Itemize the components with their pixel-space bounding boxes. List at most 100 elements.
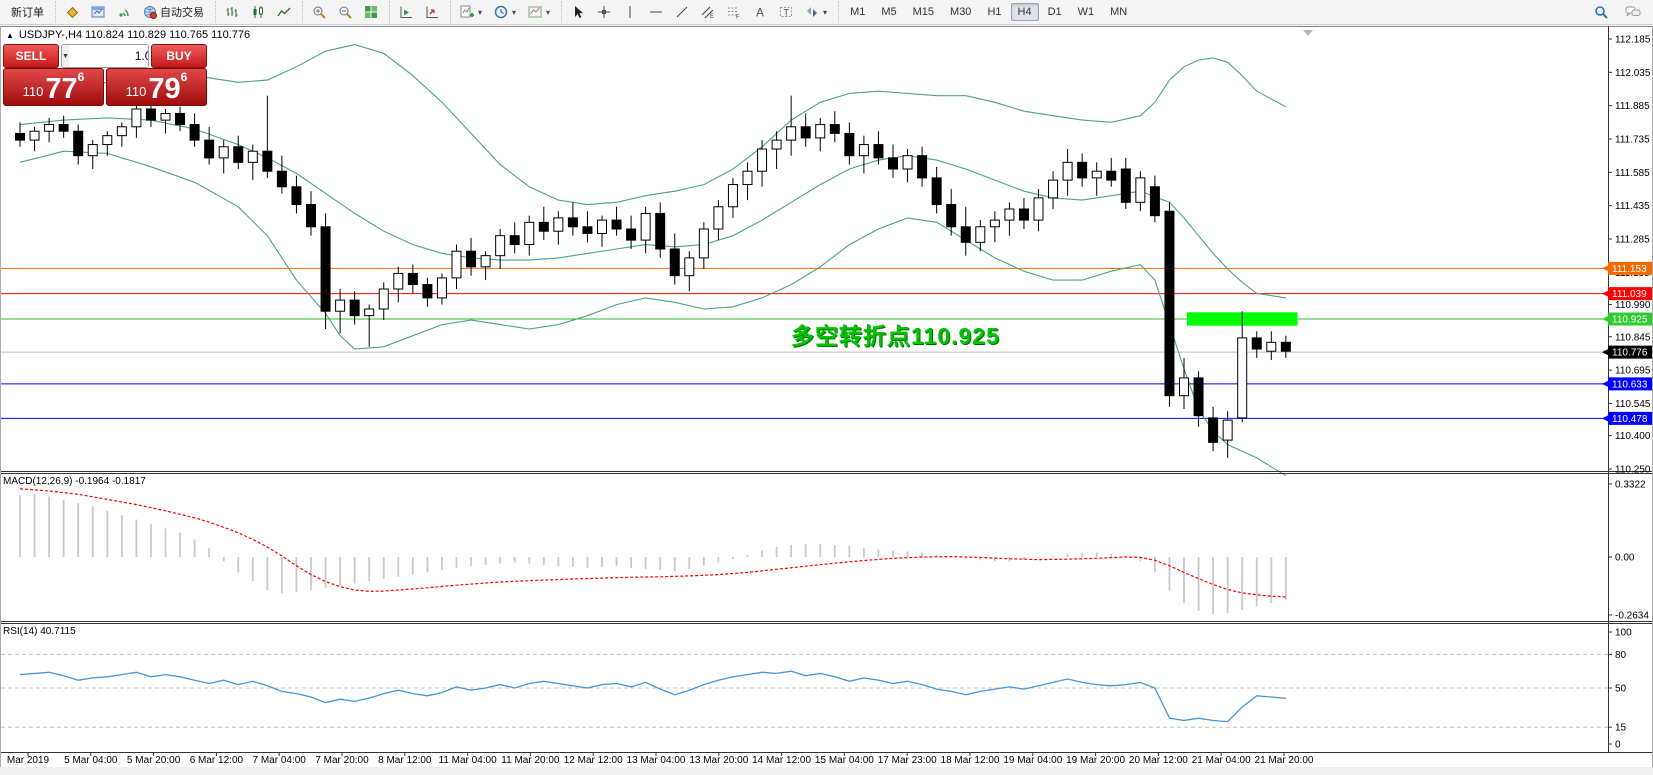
text-button[interactable]: A [748,2,772,22]
navigator-button[interactable] [86,2,110,22]
price-tick-label: 110.400 [1615,431,1651,442]
template-icon [528,5,542,19]
timeframe-button-m30[interactable]: M30 [950,6,972,18]
time-tick-label: 8 Mar 12:00 [378,755,432,766]
time-tick-label: 13 Mar 20:00 [689,755,748,766]
tile-icon [364,5,378,19]
indicators-button[interactable]: ▾ [455,2,487,22]
candlestick-chart-button[interactable] [246,2,270,22]
price-tag-label: 111.039 [1612,289,1647,300]
sell-price-sup: 6 [77,70,85,84]
search-button[interactable] [1589,2,1614,23]
signals-button[interactable] [112,2,136,22]
candle-body [1149,186,1160,217]
chevron-down-icon: ▾ [546,7,551,17]
horizontal-line-button[interactable] [644,2,668,22]
timeframe-button-m15[interactable]: M15 [912,6,935,18]
label-button[interactable]: T [774,2,798,22]
candle-body [538,221,549,232]
buy-price-button[interactable]: 110 79 6 [106,68,207,106]
new-order-button[interactable]: 新订单 [6,1,49,23]
price-tick-label: 111.735 [1615,134,1650,145]
auto-scroll-button[interactable] [394,2,418,22]
candle-body [131,108,142,128]
timeframe-button-h1[interactable]: H1 [987,6,1002,18]
candle-body [1048,179,1059,199]
sell-price-button[interactable]: 110 77 6 [3,68,104,106]
time-tick-label: 11 Mar 04:00 [439,755,498,766]
buy-price-big: 79 [148,73,181,105]
timeframe-button-mn[interactable]: MN [1110,6,1128,18]
candle-body [553,217,564,232]
chart-shift-marker[interactable] [1303,30,1313,36]
collapse-icon[interactable]: ▲ [6,30,14,40]
timeframe-button-w1[interactable]: W1 [1077,6,1095,18]
shapes-button[interactable]: ▾ [800,2,832,22]
candle-body [15,132,25,141]
chevron-down-icon: ▾ [512,7,517,17]
toolbar-group-draw-tools: E F A T ▾ [561,1,836,23]
candle-body [946,204,957,228]
toolbar-group-orders: 新订单 [2,1,53,23]
candle-body [1135,177,1146,203]
candle-body [1091,170,1102,179]
candle-body [160,112,171,121]
candle-body [597,219,607,234]
volume-input[interactable] [68,45,148,67]
buy-button[interactable]: BUY [151,44,207,68]
zoom-in-button[interactable] [307,2,331,22]
chat-button[interactable] [1620,2,1646,22]
channel-button[interactable]: E [696,2,720,22]
price-tag: 110.925 [1602,312,1652,326]
autotrade-button[interactable]: 自动交易 [138,1,209,23]
time-tick-label: 5 Mar 20:00 [127,755,181,766]
candle-body [102,135,113,146]
price-tag: 110.478 [1602,411,1652,425]
candle-body [858,144,869,157]
time-tick-label: 14 Mar 12:00 [752,755,811,766]
candle-body [611,219,622,230]
timeframe-button-m1[interactable]: M1 [850,6,866,18]
annotation-text: 多空转折点110.925 [791,323,1000,349]
price-tag-label: 110.478 [1612,414,1648,425]
fibonacci-button[interactable]: F [722,2,746,22]
sell-button[interactable]: SELL [3,44,59,68]
periods-button[interactable]: ▾ [489,2,521,22]
timeframe-button-m5[interactable]: M5 [881,6,897,18]
textA-icon: A [753,5,767,20]
bar-chart-button[interactable] [220,2,244,22]
rsi-tick-label: 0 [1615,740,1621,751]
chart-shift-button[interactable] [420,2,444,22]
chart-title-text: USDJPY-,H4 110.824 110.829 110.765 110.7… [18,29,251,41]
crosshair-button[interactable] [592,2,616,22]
volume-decrease-button[interactable]: ▼ [62,45,69,67]
timeframe-button-h4[interactable]: H4 [1010,3,1039,21]
market-watch-button[interactable] [60,2,84,22]
zoom-out-button[interactable] [333,2,357,22]
candle-body [844,132,855,157]
time-axis[interactable]: Mar 2019 5 Mar 04:00 5 Mar 20:00 6 Mar 12:0… [7,752,1314,766]
macd-label: MACD(12,26,9) -0.1964 -0.1817 [3,476,146,487]
sell-price-big: 77 [45,73,78,105]
tile-windows-button[interactable] [359,2,383,22]
chartshift-icon [425,5,439,19]
indicators-icon [460,5,474,19]
vertical-line-button[interactable] [618,2,642,22]
price-tick-label: 111.585 [1615,168,1650,179]
chart-title: ▲ USDJPY-,H4 110.824 110.829 110.765 110… [6,29,250,41]
candle-body [29,130,40,141]
line-chart-button[interactable] [272,2,296,22]
trendline-button[interactable] [670,2,694,22]
bars-icon [225,5,239,19]
templates-button[interactable]: ▾ [523,2,555,22]
candle-body [902,155,913,170]
cursor-button[interactable] [566,2,590,22]
candle-body [669,248,680,277]
candle-body [407,272,418,286]
candle-body [1077,161,1088,179]
candle-body [1004,208,1015,221]
candle-body [582,226,593,234]
autotrade-icon [143,5,157,19]
timeframe-button-d1[interactable]: D1 [1047,6,1062,18]
